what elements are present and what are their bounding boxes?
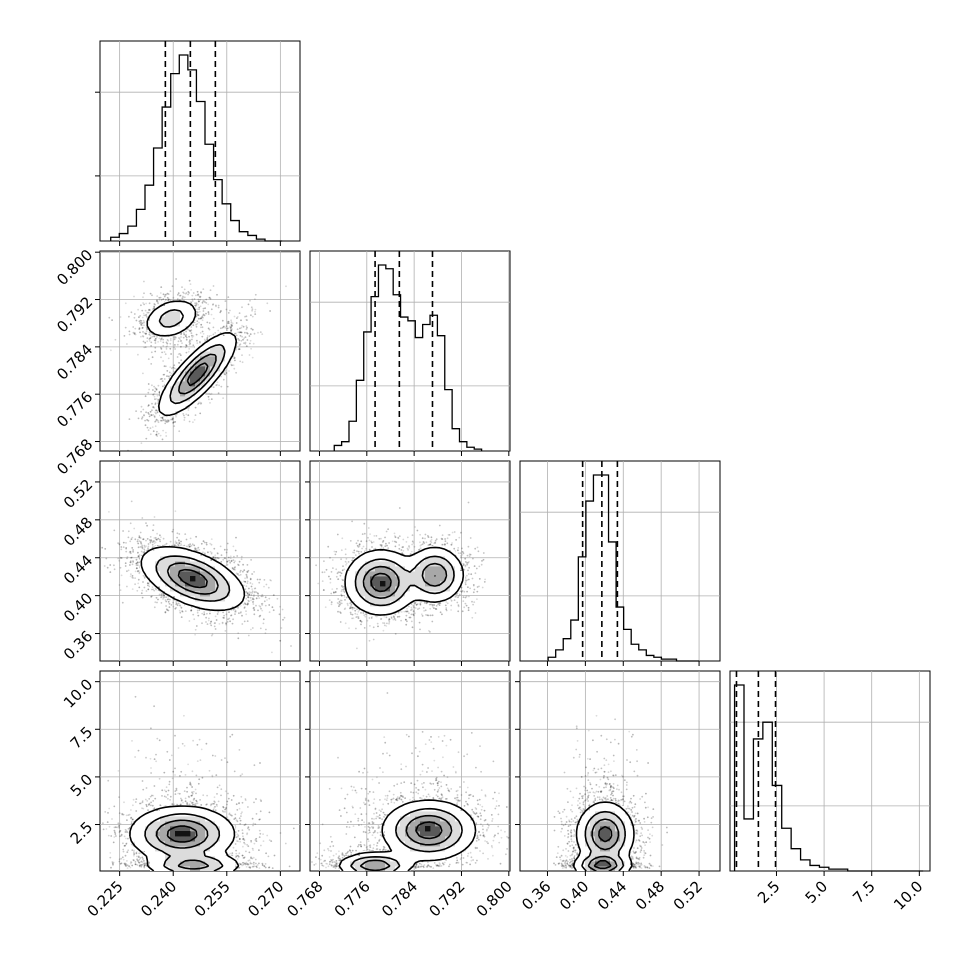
contour-lines xyxy=(344,546,465,616)
x-tick-label: 0.784 xyxy=(378,877,421,920)
x-tick-label: 0.52 xyxy=(670,877,706,913)
x-tick-label: 0.776 xyxy=(331,877,374,920)
panel-frame xyxy=(729,670,931,872)
grid-lines xyxy=(520,671,720,871)
grid-lines xyxy=(100,461,300,661)
scatter-panel-0-2 xyxy=(95,460,301,666)
x-tick-label: 5.0 xyxy=(802,877,832,907)
y-tick-label: 0.48 xyxy=(60,513,96,549)
y-tick-label: 0.784 xyxy=(53,340,96,383)
x-tick-label: 0.48 xyxy=(632,877,668,913)
histogram-panel-3 xyxy=(729,670,931,876)
histogram-panel-0 xyxy=(95,40,301,246)
x-tick-label: 0.792 xyxy=(425,877,468,920)
histogram-step xyxy=(733,684,924,872)
y-tick-label: 5.0 xyxy=(67,771,97,801)
x-tick-label: 0.225 xyxy=(84,877,127,920)
y-tick-label: 0.44 xyxy=(60,551,96,587)
x-tick-label: 0.800 xyxy=(473,877,516,920)
x-tick-label: 2.5 xyxy=(754,877,784,907)
scatter-panel-1-2 xyxy=(305,460,511,666)
x-tick-label: 0.768 xyxy=(283,877,326,920)
panel-frame xyxy=(519,460,721,662)
x-tick-label: 7.5 xyxy=(849,877,879,907)
histogram-panel-1 xyxy=(309,250,511,456)
histogram-panel-2 xyxy=(519,460,721,666)
y-tick-label: 0.768 xyxy=(53,435,96,478)
x-tick-label: 0.255 xyxy=(191,877,234,920)
histogram-step xyxy=(547,474,700,662)
scatter-panel-1-3 xyxy=(305,670,511,876)
contour-lines xyxy=(129,805,240,871)
y-tick-label: 0.800 xyxy=(53,246,96,289)
grid-lines xyxy=(100,41,300,241)
y-tick-label: 0.792 xyxy=(53,293,96,336)
x-tick-label: 0.270 xyxy=(244,877,287,920)
grid-lines xyxy=(310,251,510,451)
grid-lines xyxy=(520,461,720,661)
x-tick-label: 10.0 xyxy=(890,877,926,913)
y-tick-label: 2.5 xyxy=(67,818,97,848)
scatter-panel-2-3 xyxy=(515,670,721,876)
contour-lines xyxy=(572,801,635,871)
y-tick-label: 0.40 xyxy=(60,589,96,625)
y-tick-label: 0.776 xyxy=(53,388,96,431)
x-tick-label: 0.40 xyxy=(556,877,592,913)
y-tick-label: 0.36 xyxy=(60,627,96,663)
scatter-panel-0-3 xyxy=(95,670,301,876)
histogram-step xyxy=(110,54,283,242)
y-tick-label: 0.52 xyxy=(60,476,96,512)
contour-lines xyxy=(338,799,477,871)
y-tick-label: 7.5 xyxy=(67,723,97,753)
x-tick-label: 0.44 xyxy=(594,877,630,913)
grid-lines xyxy=(730,671,930,871)
x-tick-label: 0.36 xyxy=(518,877,554,913)
contour-lines xyxy=(146,300,238,417)
grid-lines xyxy=(310,671,510,871)
panel-frame xyxy=(309,250,511,452)
histogram-step xyxy=(333,264,483,451)
panel-frame xyxy=(99,40,301,242)
x-tick-label: 0.240 xyxy=(137,877,180,920)
y-tick-label: 10.0 xyxy=(60,675,96,711)
contour-lines xyxy=(140,546,246,612)
scatter-panel-0-1 xyxy=(95,250,301,456)
